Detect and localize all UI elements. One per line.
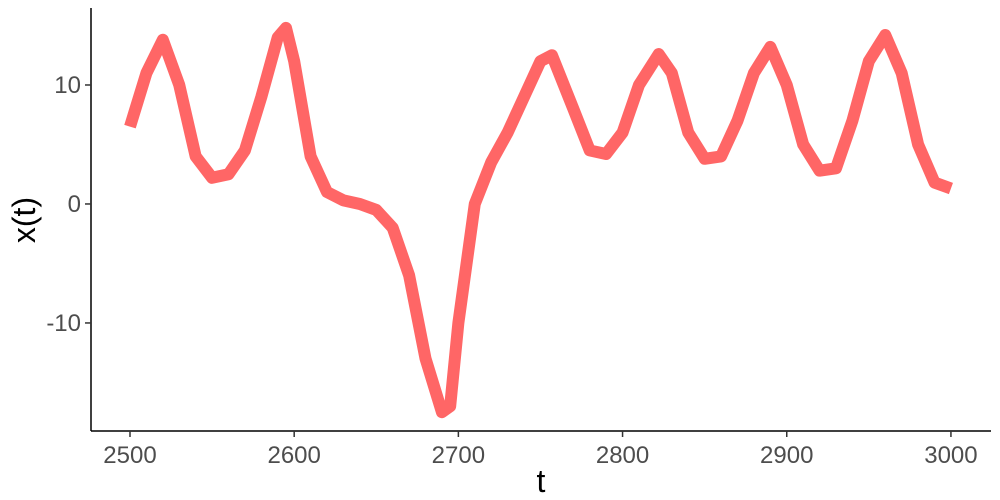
x-tick-label: 2700 xyxy=(432,442,485,469)
y-tick-label: 0 xyxy=(68,191,81,218)
x-tick-label: 2800 xyxy=(596,442,649,469)
y-tick-label: 10 xyxy=(54,72,81,99)
y-tick-label: -10 xyxy=(46,310,81,337)
x-tick-label: 2500 xyxy=(103,442,156,469)
y-axis-label: x(t) xyxy=(6,197,42,243)
x-tick-label: 2600 xyxy=(267,442,320,469)
x-tick-label: 3000 xyxy=(924,442,977,469)
x-axis-label: t xyxy=(537,463,546,499)
line xyxy=(124,21,953,419)
x-tick-label: 2900 xyxy=(760,442,813,469)
